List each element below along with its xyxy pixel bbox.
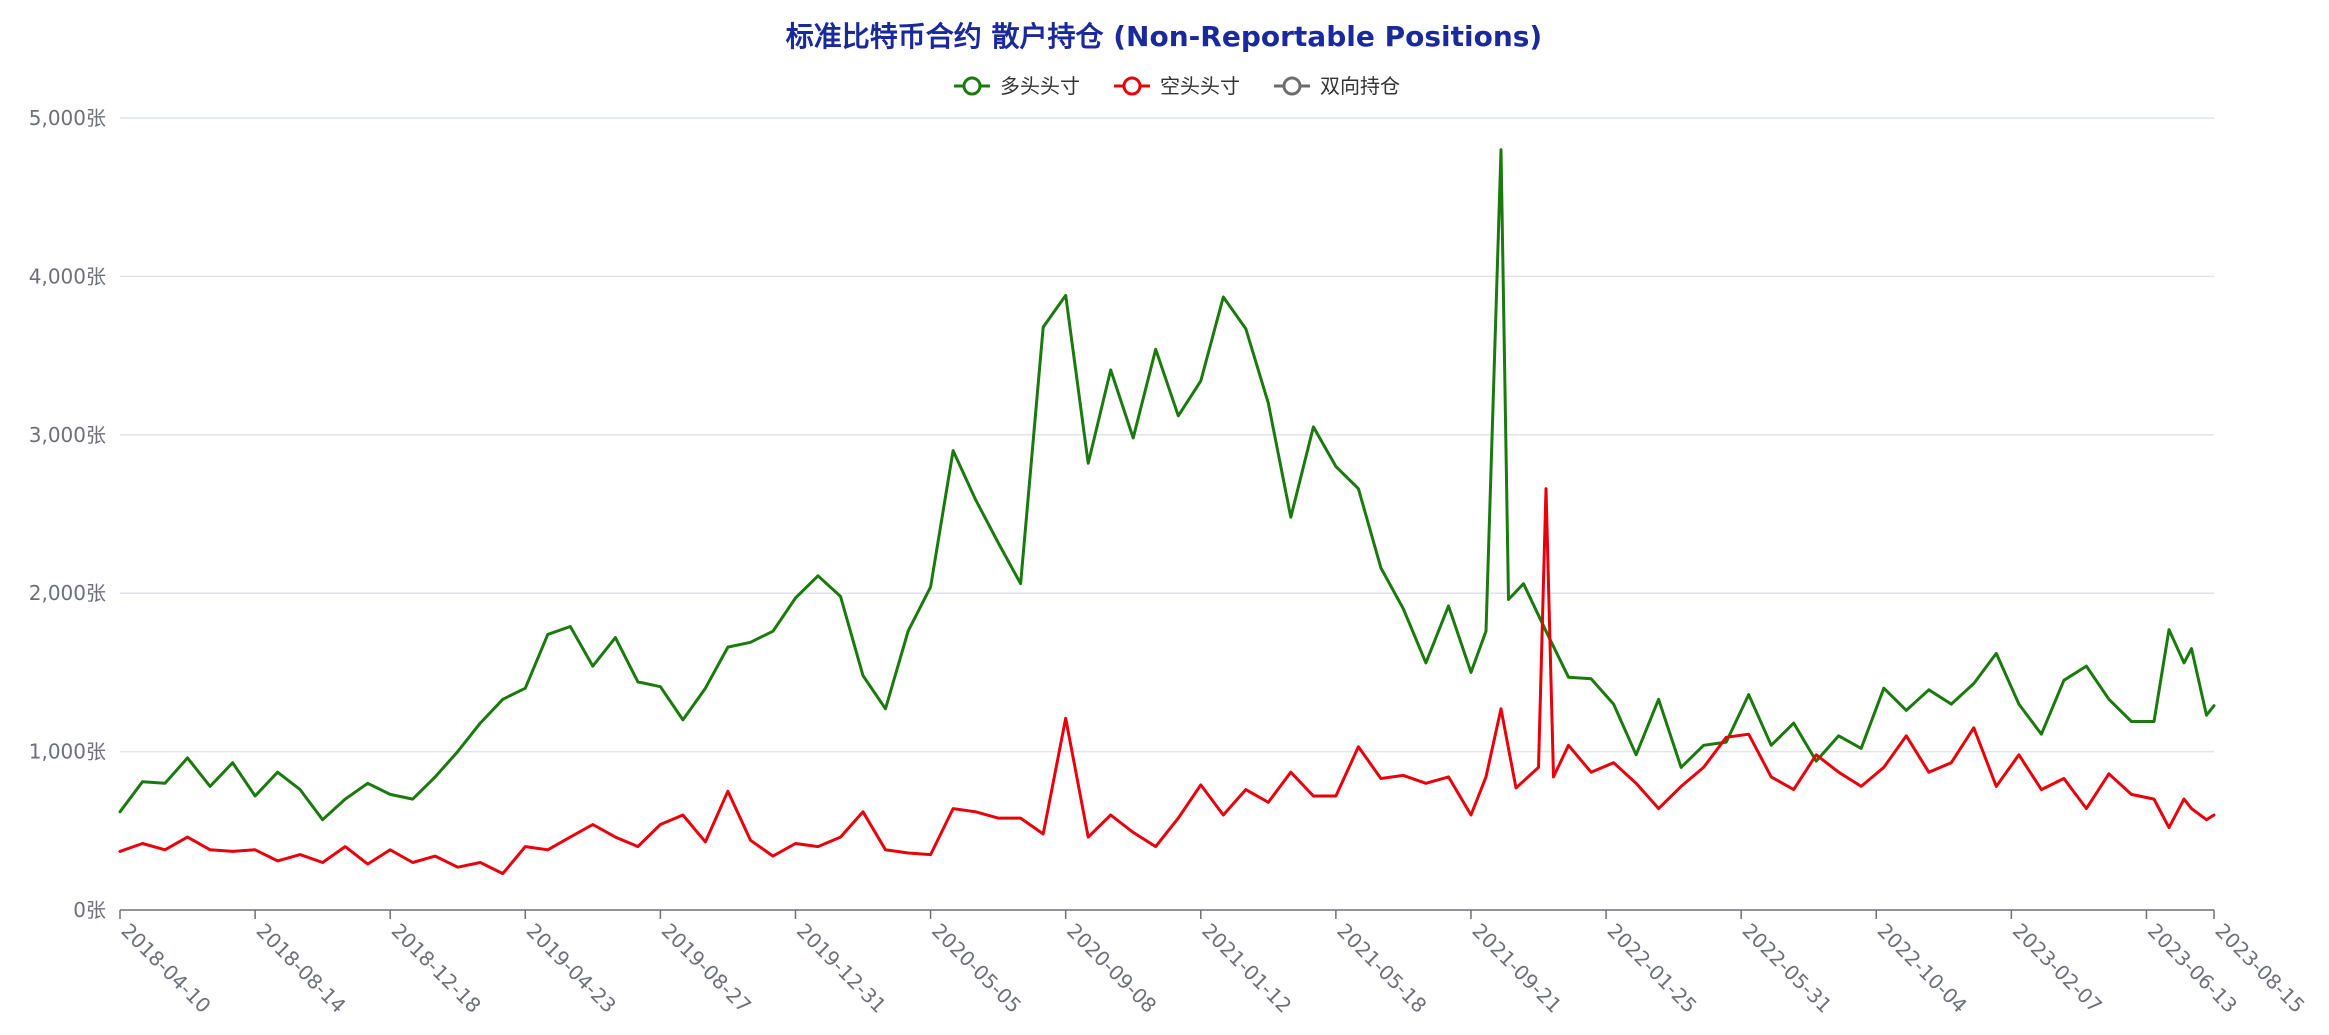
series-line-0 [118,148,2216,822]
y-tick-label: 1,000张 [29,740,106,764]
legend[interactable]: 多头头寸 空头头寸 双向持仓 [954,74,1400,98]
legend-marker-icon [1122,76,1142,96]
y-tick-label: 3,000张 [29,423,106,447]
chart-title: 标准比特币合约 散户持仓 (Non-Reportable Positions) [786,20,1542,53]
y-tick-label: 2,000张 [29,581,106,605]
series-line-1 [118,487,2216,876]
y-tick-label: 0张 [73,898,106,922]
series-lines [118,148,2216,876]
y-tick-label: 5,000张 [29,106,106,130]
y-tick-label: 4,000张 [29,264,106,288]
legend-label: 空头头寸 [1160,74,1240,98]
legend-label: 双向持仓 [1320,74,1400,98]
grid-lines [120,117,2214,753]
legend-label: 多头头寸 [1000,74,1080,98]
legend-marker-icon [1282,76,1302,96]
legend-item-1[interactable]: 空头头寸 [1114,74,1240,98]
legend-marker-icon [962,76,982,96]
legend-item-2[interactable]: 双向持仓 [1274,74,1400,98]
legend-item-0[interactable]: 多头头寸 [954,74,1080,98]
